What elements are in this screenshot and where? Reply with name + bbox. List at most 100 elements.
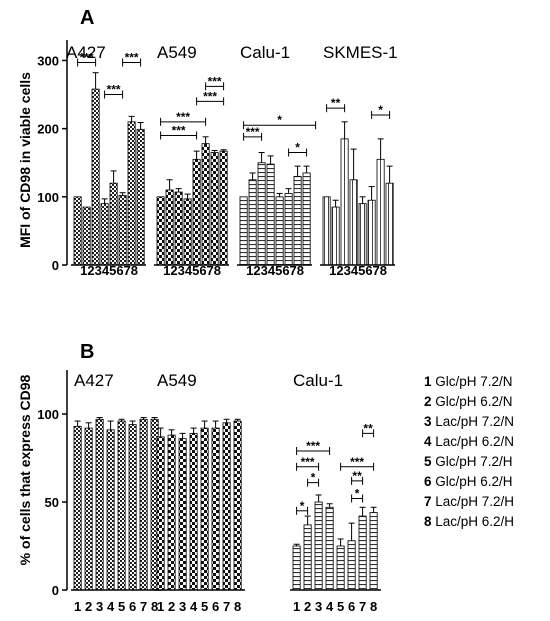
x-tick-labels: 12345678 <box>329 263 387 278</box>
significance-bracket: * <box>371 103 391 119</box>
x-tick-label: 6 <box>348 599 355 614</box>
legend-item: 1 Glc/pH 7.2/N <box>424 374 513 389</box>
significance-label: *** <box>350 455 364 469</box>
x-tick-label: 4 <box>326 599 334 614</box>
panel-a-groups: A42712345678A54912345678Calu-112345678SK… <box>66 43 398 278</box>
panel-b-letter: B <box>80 341 94 363</box>
group-title: A427 <box>74 371 114 390</box>
significance-bracket: *** <box>296 439 331 455</box>
bar <box>127 121 136 266</box>
significance-bracket: *** <box>77 51 97 67</box>
bar <box>376 158 385 266</box>
condition-legend: 1 Glc/pH 7.2/N2 Glc/pH 6.2/N3 Lac/pH 7.2… <box>424 374 514 529</box>
legend-item: 7 Lac/pH 7.2/H <box>424 494 514 509</box>
x-tick-label: 4 <box>190 599 198 614</box>
panel-b-ylabel: % of cells that express CD98 <box>17 374 33 565</box>
group-title: SKMES-1 <box>323 43 398 62</box>
bar <box>336 545 345 591</box>
legend-number: 8 <box>424 514 435 529</box>
bar <box>248 179 257 266</box>
bar <box>314 501 323 591</box>
x-tick-label: 7 <box>223 599 230 614</box>
bar <box>136 128 145 266</box>
bar <box>174 191 183 266</box>
bar <box>118 195 127 266</box>
y-tick-label: 100 <box>37 190 59 205</box>
bar <box>284 193 293 266</box>
x-tick-label: 7 <box>359 599 366 614</box>
significance-label: *** <box>107 83 121 97</box>
legend-number: 7 <box>424 494 435 509</box>
significance-label: * <box>295 141 300 155</box>
significance-bracket: *** <box>340 455 375 471</box>
bar <box>156 196 165 266</box>
bar <box>302 172 311 266</box>
bar <box>156 436 165 591</box>
significance-label: *** <box>176 110 190 124</box>
legend-number: 5 <box>424 454 435 469</box>
significance-label: *** <box>172 123 186 137</box>
bar <box>95 418 104 591</box>
group-title: A427 <box>66 43 106 62</box>
significance-bracket: *** <box>243 125 263 141</box>
bar <box>91 88 100 266</box>
legend-number: 3 <box>424 414 435 429</box>
bar <box>358 515 367 591</box>
significance-bracket: * <box>243 113 317 130</box>
bar <box>292 545 301 591</box>
bar <box>211 427 220 591</box>
significance-bracket: *** <box>104 83 124 99</box>
legend-label: Glc/pH 6.2/H <box>435 474 512 489</box>
bar <box>139 418 148 591</box>
panel-a-axes: 0 100 200 300 <box>37 40 68 273</box>
significance-label: ** <box>363 421 373 435</box>
significance-label: *** <box>80 51 94 65</box>
legend-item: 8 Lac/pH 6.2/H <box>424 514 514 529</box>
significance-label: *** <box>301 455 315 469</box>
x-tick-label: 2 <box>85 599 92 614</box>
significance-bracket: * <box>288 141 308 157</box>
y-tick-label: 200 <box>37 122 59 137</box>
bar <box>100 203 109 266</box>
panel-a: A MFI of CD98 in viable cells 0 100 200 300… <box>17 7 398 278</box>
legend-number: 6 <box>424 474 435 489</box>
legend-label: Lac/pH 7.2/H <box>435 494 514 509</box>
bar <box>349 179 358 266</box>
bar <box>84 427 93 591</box>
legend-item: 3 Lac/pH 7.2/N <box>424 414 514 429</box>
group-title: Calu-1 <box>293 371 343 390</box>
significance-bracket: *** <box>296 455 320 471</box>
x-tick-label: 3 <box>315 599 322 614</box>
x-tick-label: 7 <box>140 599 147 614</box>
bar <box>325 506 334 591</box>
bar <box>233 420 242 591</box>
significance-label: ** <box>331 96 341 110</box>
y-tick-label: 100 <box>37 407 59 422</box>
bar <box>109 182 118 266</box>
bar <box>106 429 115 591</box>
bar <box>275 196 284 266</box>
x-tick-labels: 12345678 <box>163 263 221 278</box>
x-tick-label: 1 <box>293 599 300 614</box>
bar <box>222 422 231 591</box>
x-tick-label: 8 <box>151 599 158 614</box>
x-tick-label: 8 <box>370 599 377 614</box>
significance-label: * <box>378 103 383 117</box>
legend-item: 5 Glc/pH 7.2/H <box>424 454 513 469</box>
bar <box>128 424 137 591</box>
panel-a-ylabel: MFI of CD98 in viable cells <box>17 72 33 248</box>
significance-bracket: *** <box>160 123 198 140</box>
bar <box>239 196 248 266</box>
legend-label: Glc/pH 6.2/N <box>435 394 512 409</box>
bar <box>189 432 198 591</box>
bar <box>293 175 302 266</box>
bar <box>367 199 376 266</box>
significance-bracket: ** <box>326 96 346 113</box>
panel-a-letter: A <box>80 7 94 29</box>
legend-number: 4 <box>424 434 435 449</box>
bar <box>331 206 340 266</box>
